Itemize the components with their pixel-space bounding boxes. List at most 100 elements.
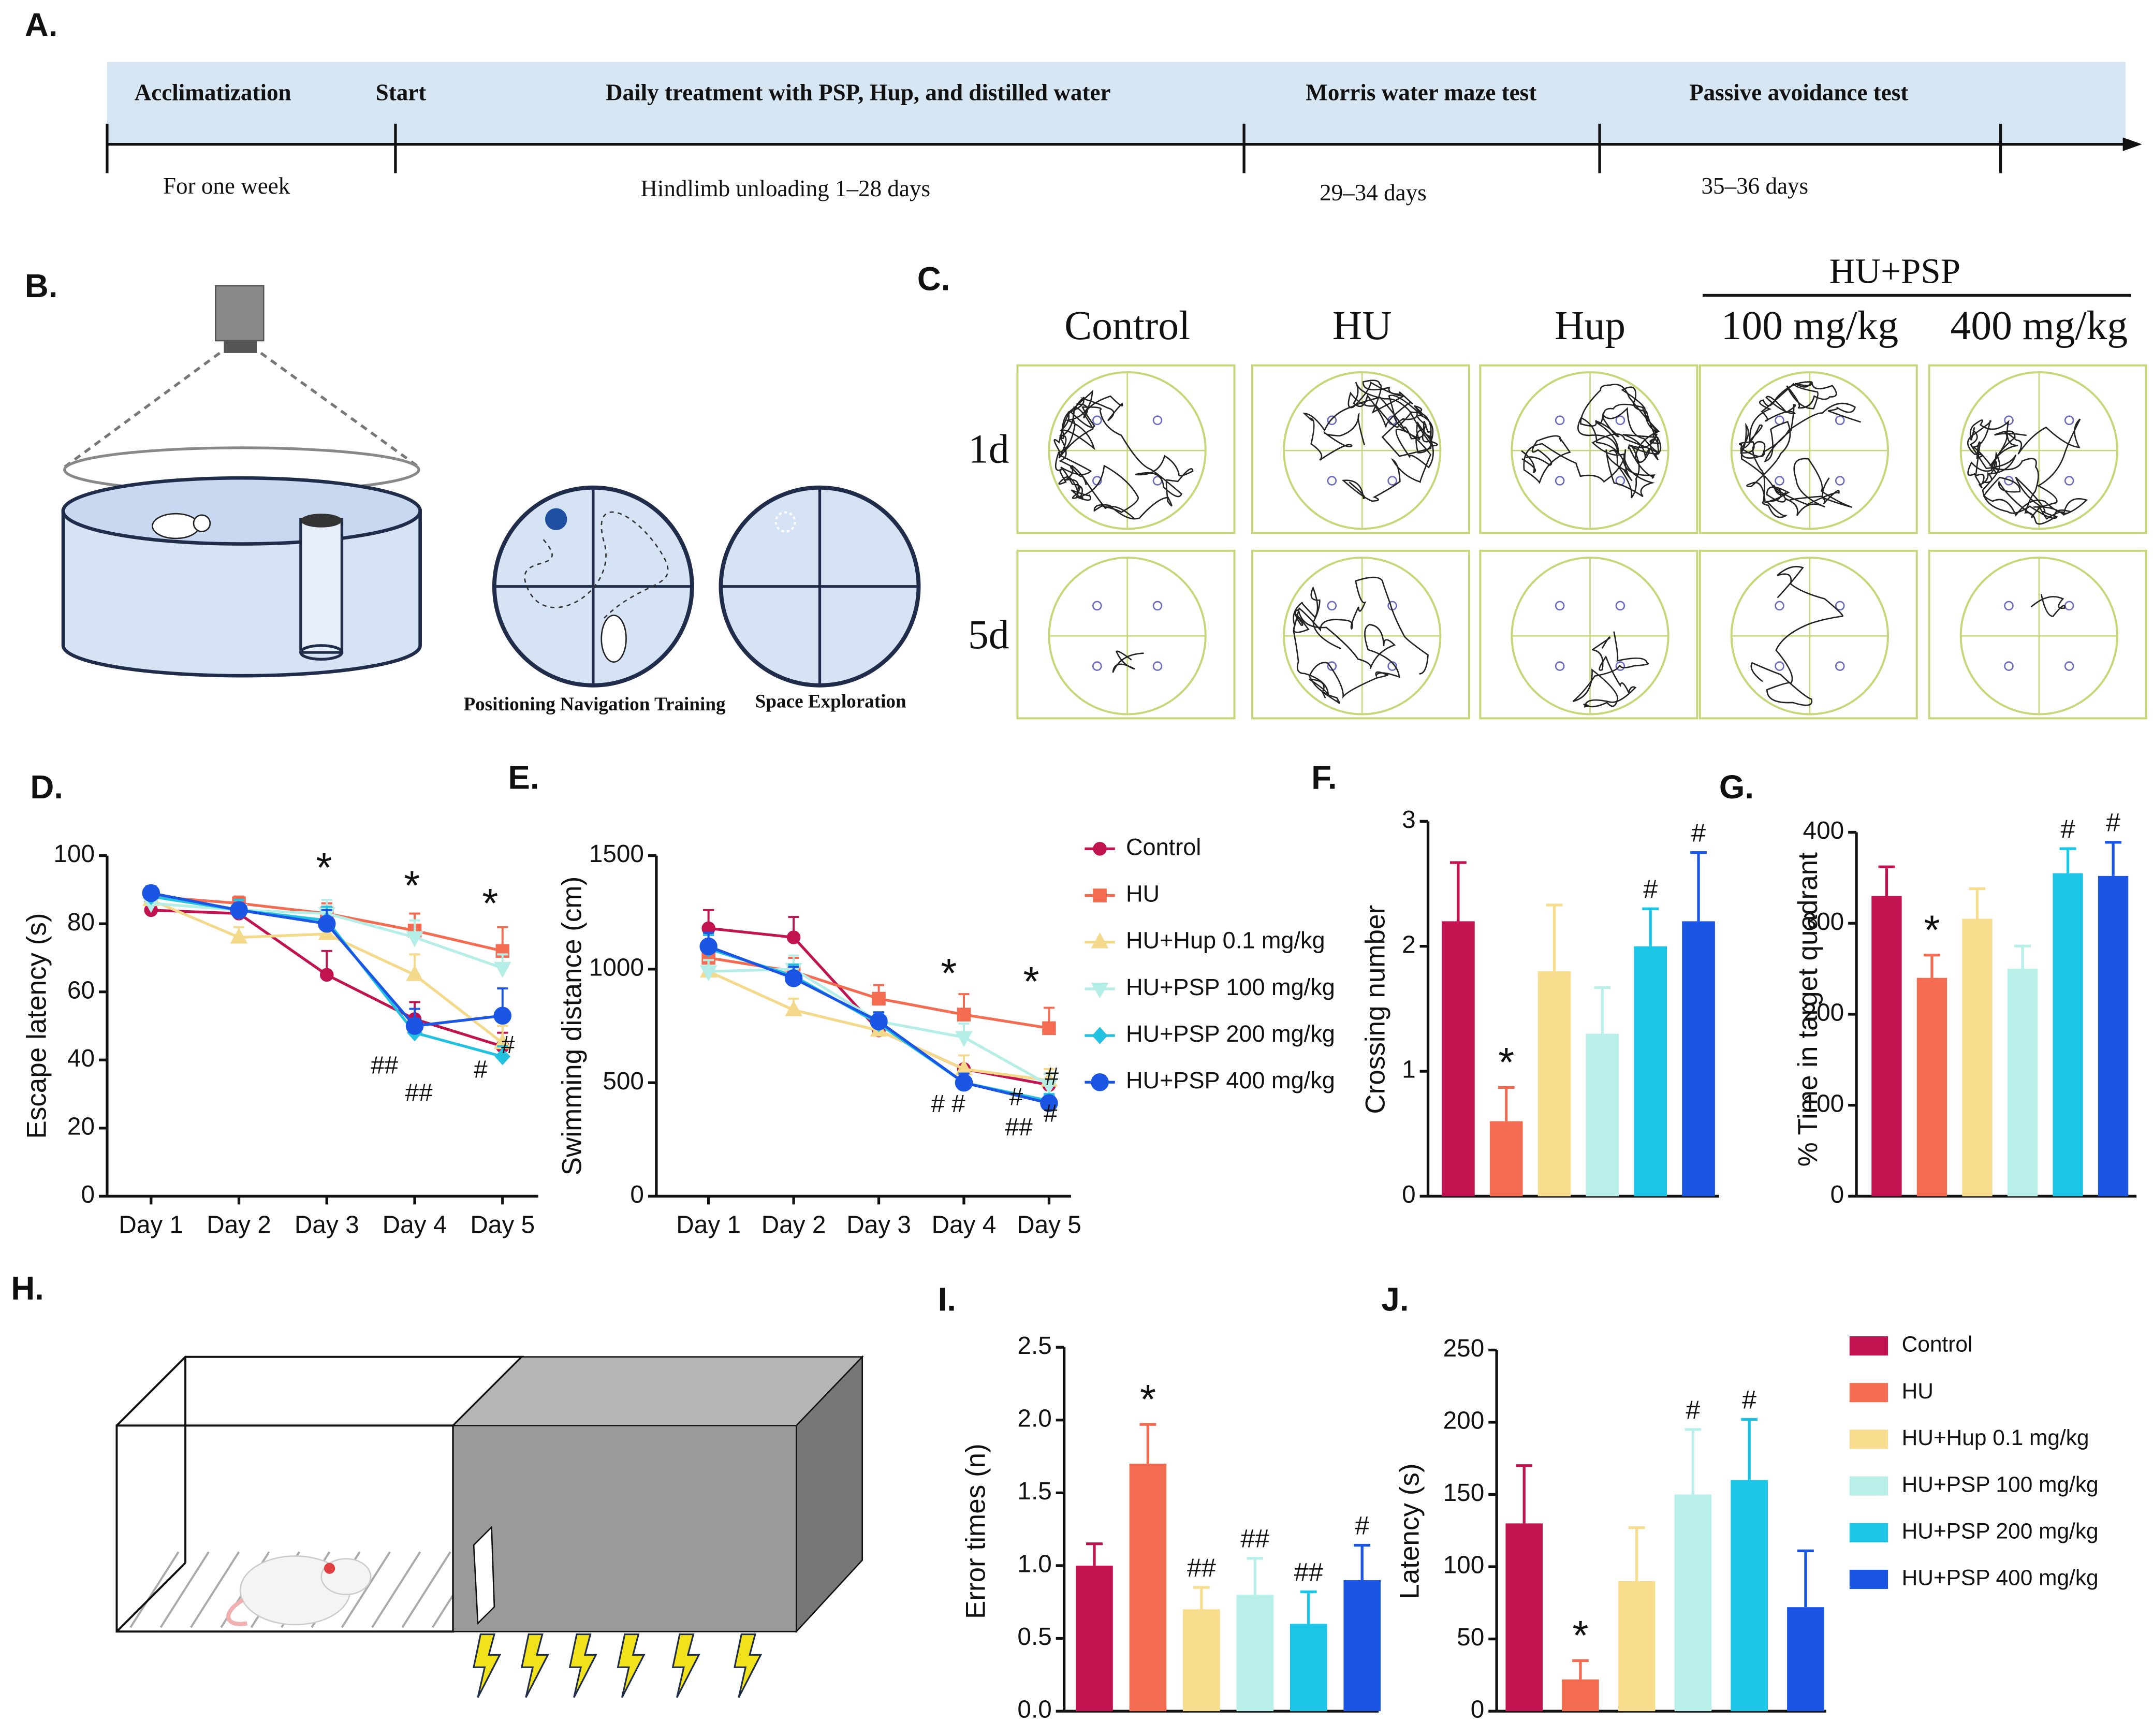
- dark-box-side: [796, 1355, 863, 1633]
- marker: [1040, 1078, 1058, 1095]
- track-frame: [1928, 549, 2147, 720]
- row-label: 5d: [968, 612, 1009, 658]
- significance-mark: *: [482, 880, 498, 926]
- panel-label: A.: [25, 7, 58, 43]
- marker: [955, 1031, 973, 1047]
- significance-mark: ##: [1294, 1557, 1323, 1586]
- platform-zone: [1615, 661, 1625, 671]
- platform-target: [545, 508, 567, 531]
- platform-zone: [1387, 476, 1397, 486]
- marker: [142, 884, 160, 902]
- x-tick-label: Day 1: [676, 1211, 741, 1238]
- swim-track: [1750, 566, 1843, 706]
- y-tick-label: 80: [67, 909, 95, 936]
- platform-zone: [2064, 661, 2074, 671]
- y-tick-label: 300: [1803, 908, 1844, 936]
- phase-label: Acclimatization: [135, 80, 291, 106]
- marker: [406, 931, 423, 947]
- caption: Positioning Navigation Training: [463, 694, 726, 715]
- platform-zone: [1555, 661, 1565, 671]
- marker: [318, 914, 336, 933]
- platform-zone: [1775, 661, 1784, 671]
- significance-mark: #: [1742, 1384, 1756, 1414]
- significance-mark: ##: [405, 1079, 433, 1107]
- marker: [870, 1012, 888, 1030]
- y-tick-label: 0: [630, 1181, 644, 1208]
- panel-label: B.: [25, 268, 58, 304]
- platform-zone: [1555, 415, 1565, 426]
- bar: [1618, 1581, 1656, 1712]
- legend-swatch: [1849, 1336, 1888, 1356]
- platform-zone: [1327, 601, 1337, 611]
- legend-label: HU: [1902, 1379, 1934, 1403]
- significance-mark: #: [1045, 1063, 1059, 1090]
- significance-mark: #: [1691, 818, 1706, 847]
- rat-tail: [226, 1598, 248, 1626]
- legend-label: HU+PSP 100 mg/kg: [1126, 974, 1335, 1000]
- marker: [785, 1000, 802, 1016]
- marker: [1093, 842, 1107, 856]
- platform-zone: [1835, 601, 1845, 611]
- y-tick-label: 1500: [589, 840, 644, 868]
- legend-label: HU+PSP 200 mg/kg: [1902, 1519, 2099, 1543]
- significance-mark: ##: [1187, 1553, 1216, 1582]
- significance-mark: #: [1686, 1395, 1700, 1424]
- significance-mark: *: [1023, 958, 1039, 1004]
- shock-bolt: [520, 1633, 549, 1698]
- platform-zone: [2004, 661, 2014, 671]
- bar: [1442, 921, 1475, 1197]
- x-tick-label: Day 5: [1017, 1211, 1081, 1238]
- y-tick-label: 2.0: [1017, 1405, 1051, 1432]
- period-label: 29–34 days: [1320, 180, 1427, 206]
- track-frame: [1016, 549, 1236, 720]
- x-tick-label: Day 4: [383, 1211, 447, 1238]
- y-tick-label: 3: [1402, 806, 1416, 834]
- period-label: For one week: [163, 173, 290, 199]
- panel-label: G.: [1719, 769, 1754, 806]
- significance-mark: #: [2106, 808, 2120, 837]
- column-label: Hup: [1555, 303, 1625, 348]
- dark-box-top: [451, 1356, 864, 1426]
- platform-zone: [1152, 601, 1163, 611]
- legend-label: HU: [1126, 880, 1160, 907]
- y-tick-label: 400: [1803, 817, 1844, 844]
- legend-label: HU+PSP 200 mg/kg: [1126, 1020, 1335, 1047]
- y-tick-label: 2: [1402, 931, 1416, 958]
- significance-mark: *: [1140, 1376, 1156, 1422]
- significance-mark: *: [404, 862, 420, 908]
- significance-mark: ##: [371, 1052, 399, 1079]
- dark-box-front: [452, 1425, 797, 1632]
- phase-label: Passive avoidance test: [1689, 80, 1908, 106]
- legend-label: HU+PSP 100 mg/kg: [1902, 1472, 2099, 1496]
- y-axis-title: Escape latency (s): [21, 913, 52, 1139]
- bar: [1871, 896, 1902, 1197]
- platform-zone: [1555, 476, 1565, 486]
- panel-label: E.: [508, 760, 539, 796]
- bar: [2053, 873, 2083, 1197]
- swim-track: [1302, 380, 1438, 502]
- significance-mark: #: [1643, 874, 1658, 903]
- significance-mark: *: [941, 950, 957, 996]
- platform-base: [299, 644, 344, 661]
- swim-track: [1521, 384, 1662, 499]
- x-tick-label: Day 3: [295, 1211, 359, 1238]
- platform-zone: [1092, 415, 1102, 426]
- bar: [1505, 1523, 1543, 1712]
- panel-label: C.: [917, 261, 950, 298]
- bar: [1489, 1121, 1523, 1197]
- series-line: [708, 927, 1049, 1087]
- shock-bolt: [473, 1633, 502, 1698]
- y-tick-label: 200: [1803, 999, 1844, 1027]
- y-tick-label: 0: [1830, 1181, 1844, 1208]
- platform-zone: [1775, 476, 1784, 486]
- bar: [1129, 1464, 1167, 1712]
- y-tick-label: 150: [1443, 1479, 1485, 1507]
- marker: [1042, 1021, 1056, 1035]
- platform-zone: [1327, 415, 1337, 426]
- panel-label: H.: [11, 1270, 44, 1307]
- panel-label: F.: [1311, 760, 1337, 796]
- panel-label: I.: [938, 1281, 956, 1318]
- mouse: [152, 513, 200, 539]
- swim-track: [1739, 381, 1861, 518]
- marker: [230, 927, 248, 944]
